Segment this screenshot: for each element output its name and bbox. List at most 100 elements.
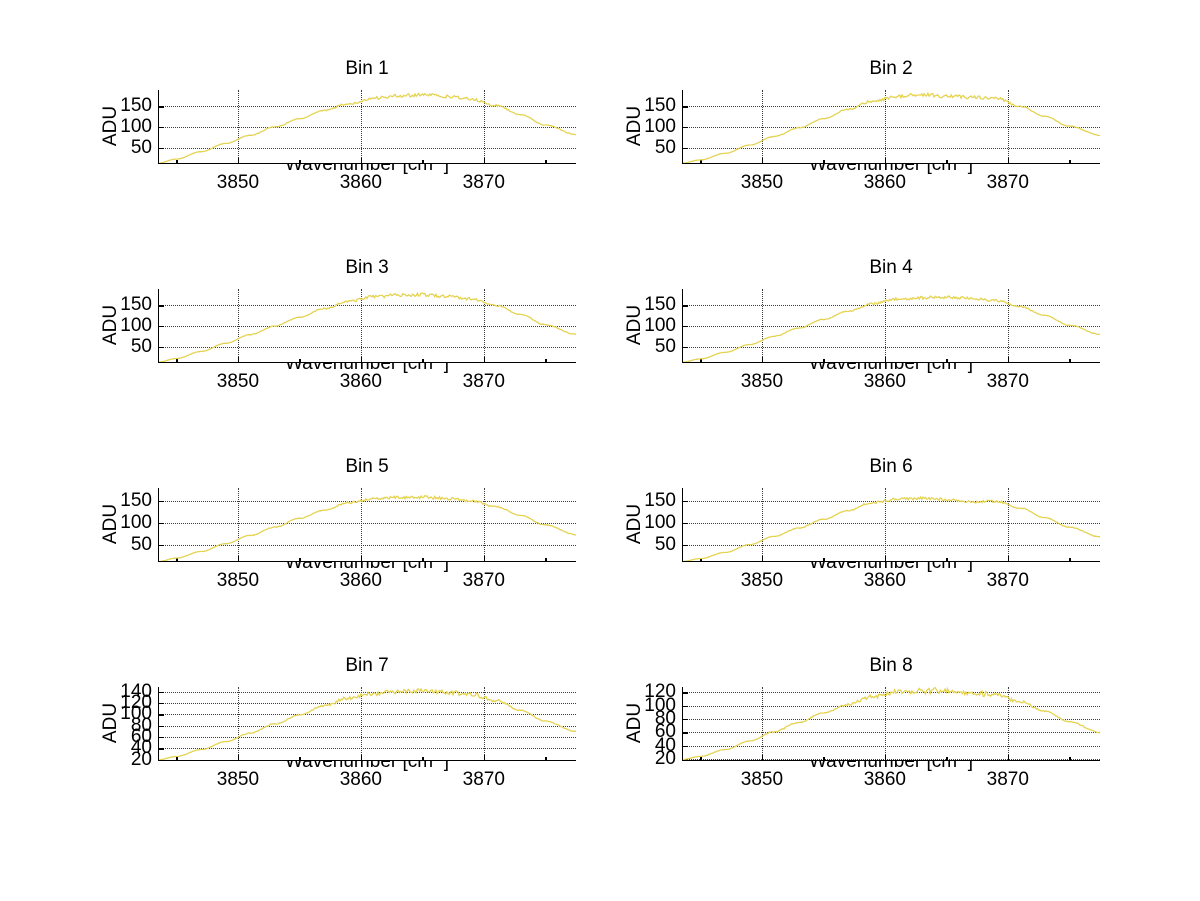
x-tick-label: 3860 bbox=[339, 769, 382, 790]
x-tick-label: 3850 bbox=[740, 172, 784, 193]
spectrum-trace bbox=[681, 92, 1101, 164]
x-tick-mark-minor bbox=[299, 558, 301, 562]
axes-area-bin-8: 20 40 60 80 100 120 3850 3860 3870 bbox=[644, 682, 1101, 790]
y-tick-mark bbox=[158, 501, 164, 503]
axis-line-bottom bbox=[158, 361, 576, 363]
gridline-vertical bbox=[360, 90, 362, 164]
x-axis-label-suffix: ] bbox=[967, 154, 974, 175]
x-tick-label: 3860 bbox=[339, 371, 382, 392]
gridline-vertical bbox=[884, 488, 886, 562]
spectrum-trace bbox=[681, 687, 1101, 761]
y-tick-mark bbox=[682, 522, 688, 525]
x-tick-mark-minor bbox=[545, 558, 547, 562]
axes-area-bin-4: 50 100 150 3850 3860 3870 bbox=[644, 289, 1101, 392]
x-tick-mark bbox=[1007, 755, 1010, 761]
axis-line-left bbox=[158, 289, 160, 363]
y-tick-label: 20 bbox=[130, 748, 152, 770]
spectrum-curve-bin-2 bbox=[681, 91, 1101, 164]
x-tick-label: 3850 bbox=[740, 570, 784, 591]
x-tick-label: 3870 bbox=[462, 172, 505, 193]
gridline-vertical bbox=[761, 488, 763, 562]
spectrum-trace bbox=[681, 687, 1101, 761]
x-tick-label: 3860 bbox=[339, 570, 382, 591]
x-tick-mark-minor bbox=[823, 757, 825, 761]
y-tick-label: 100 bbox=[120, 315, 152, 336]
axis-line-bottom bbox=[682, 759, 1100, 761]
x-tick-mark-minor bbox=[422, 359, 424, 363]
axes-area-bin-6: 50 100 150 3850 3860 3870 bbox=[644, 488, 1101, 591]
gridline-horizontal bbox=[158, 544, 576, 546]
x-tick-mark bbox=[483, 755, 486, 761]
y-tick-label: 50 bbox=[654, 136, 676, 158]
x-tick-mark-minor bbox=[176, 160, 178, 164]
y-tick-label: 150 bbox=[120, 95, 152, 117]
axis-line-left bbox=[682, 687, 684, 761]
panel-title-bin-4: Bin 4 bbox=[869, 257, 913, 278]
axis-line-left bbox=[158, 687, 160, 761]
y-tick-label: 100 bbox=[644, 116, 676, 137]
x-tick-mark-minor bbox=[700, 757, 702, 761]
x-tick-label: 3870 bbox=[986, 769, 1029, 790]
y-tick-label: 50 bbox=[130, 335, 152, 357]
x-tick-label: 3860 bbox=[863, 172, 906, 193]
y-tick-label: 60 bbox=[654, 721, 676, 743]
x-tick-mark bbox=[483, 556, 486, 562]
spectrum-curve-bin-3 bbox=[157, 291, 577, 363]
x-tick-mark bbox=[360, 556, 363, 562]
x-tick-mark-minor bbox=[545, 757, 547, 761]
y-tick-mark bbox=[682, 501, 688, 503]
y-tick-label: 80 bbox=[130, 714, 152, 736]
y-tick-label: 60 bbox=[130, 726, 152, 748]
gridline-horizontal bbox=[682, 147, 1100, 149]
axis-line-bottom bbox=[682, 162, 1100, 164]
y-tick-label: 150 bbox=[644, 490, 676, 512]
spectrum-trace bbox=[157, 292, 577, 363]
spectrum-trace bbox=[681, 92, 1101, 164]
x-tick-mark-minor bbox=[299, 160, 301, 164]
x-tick-mark-minor bbox=[299, 359, 301, 363]
axis-line-bottom bbox=[158, 560, 576, 562]
y-tick-mark bbox=[158, 326, 164, 328]
y-tick-mark bbox=[158, 702, 164, 705]
y-tick-label: 40 bbox=[654, 734, 676, 756]
gridline-horizontal bbox=[158, 501, 576, 503]
gridline-horizontal bbox=[158, 702, 576, 704]
x-tick-mark-minor bbox=[1069, 757, 1071, 761]
spectrum-curve-bin-8 bbox=[681, 686, 1101, 761]
x-tick-label: 3870 bbox=[462, 570, 505, 591]
x-tick-mark bbox=[483, 158, 486, 164]
axis-line-left bbox=[158, 90, 160, 164]
x-axis-label-suffix: ] bbox=[443, 552, 450, 573]
y-tick-label: 140 bbox=[120, 680, 152, 702]
spectrum-trace bbox=[157, 92, 577, 164]
axes-area-bin-2: 50 100 150 3850 3860 3870 bbox=[644, 90, 1101, 193]
spectrum-trace bbox=[681, 495, 1101, 563]
spectrum-curve-bin-4 bbox=[681, 295, 1101, 363]
y-axis-label-text: ADU bbox=[100, 105, 121, 147]
x-tick-label: 3850 bbox=[216, 371, 260, 392]
gridline-horizontal bbox=[682, 305, 1100, 307]
y-tick-label: 150 bbox=[644, 95, 676, 117]
x-tick-mark-minor bbox=[422, 558, 424, 562]
x-tick-label: 3870 bbox=[986, 172, 1029, 193]
x-tick-mark-minor bbox=[176, 558, 178, 562]
x-tick-mark-minor bbox=[176, 359, 178, 363]
spectrum-trace bbox=[681, 686, 1101, 761]
gridline-horizontal bbox=[682, 759, 1100, 760]
gridline-vertical bbox=[483, 90, 485, 164]
x-axis-label-suffix: ] bbox=[443, 154, 450, 175]
y-tick-mark bbox=[158, 725, 164, 728]
x-tick-mark bbox=[1007, 556, 1010, 562]
gridline-vertical bbox=[360, 488, 362, 562]
x-tick-mark bbox=[1007, 158, 1010, 164]
y-tick-label: 150 bbox=[120, 490, 152, 512]
gridline-horizontal bbox=[158, 106, 576, 108]
x-tick-mark bbox=[237, 755, 240, 761]
gridline-horizontal bbox=[682, 705, 1100, 707]
y-axis-label-text: ADU bbox=[624, 503, 645, 545]
panel-title-bin-3: Bin 3 bbox=[345, 257, 389, 278]
